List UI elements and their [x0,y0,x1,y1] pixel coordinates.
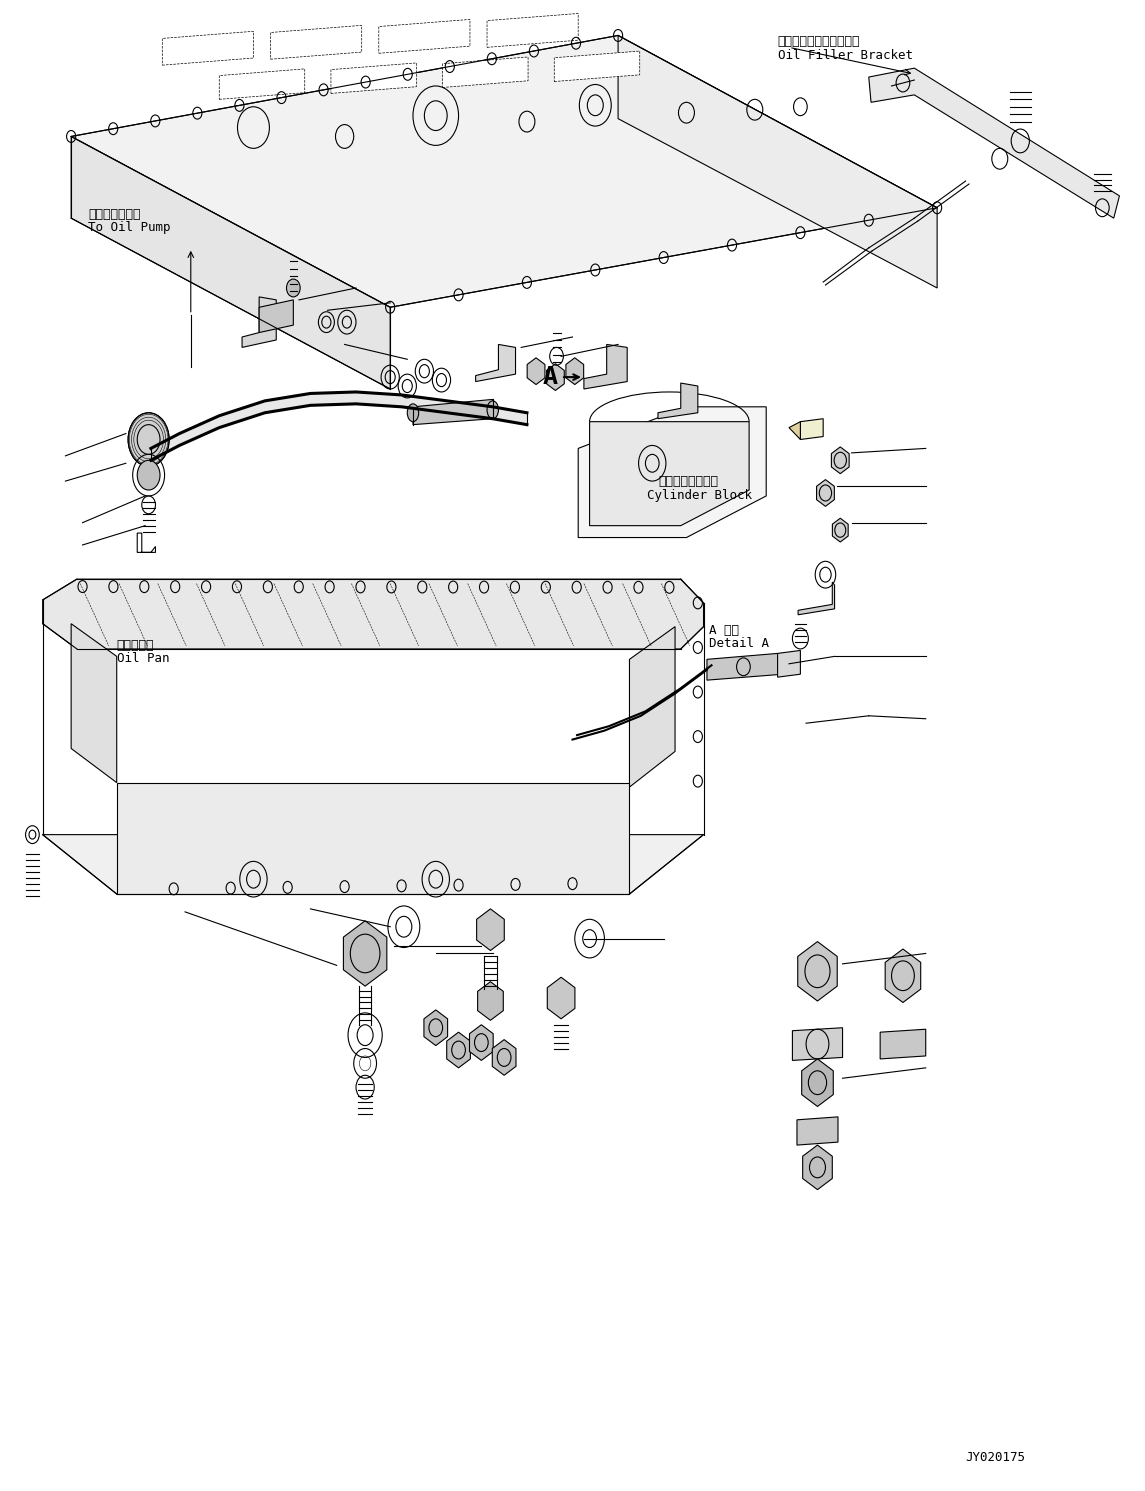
Polygon shape [527,358,545,385]
Polygon shape [885,948,921,1002]
Polygon shape [71,36,937,307]
Polygon shape [220,69,305,100]
Text: To Oil Pump: To Oil Pump [88,221,171,234]
Polygon shape [476,910,504,950]
Circle shape [286,279,300,297]
Text: Oil Filler Bracket: Oil Filler Bracket [777,49,913,61]
Polygon shape [798,942,837,1000]
Polygon shape [137,534,156,552]
Polygon shape [797,1117,838,1145]
Polygon shape [803,1145,832,1190]
Text: オイルパン: オイルパン [117,638,155,652]
Polygon shape [379,19,469,54]
Text: オイルフィラブラケット: オイルフィラブラケット [777,36,860,49]
Polygon shape [792,1027,843,1060]
Polygon shape [881,1029,925,1059]
Text: Detail A: Detail A [709,637,769,650]
Polygon shape [413,400,492,425]
Polygon shape [270,25,362,60]
Polygon shape [447,1032,471,1068]
Polygon shape [477,981,504,1020]
Polygon shape [554,51,640,82]
Polygon shape [618,36,937,288]
Polygon shape [798,581,835,614]
Polygon shape [259,300,293,332]
Text: JY020175: JY020175 [965,1451,1026,1464]
Polygon shape [42,835,703,895]
Polygon shape [475,344,515,382]
Polygon shape [151,392,527,461]
Polygon shape [71,623,117,783]
Polygon shape [443,57,528,88]
Ellipse shape [408,404,419,422]
Polygon shape [800,419,823,440]
Text: Cylinder Block: Cylinder Block [647,489,751,501]
Polygon shape [566,358,584,385]
Text: A: A [543,365,558,389]
Polygon shape [777,650,800,677]
Circle shape [128,413,169,467]
Polygon shape [117,783,630,895]
Polygon shape [584,344,627,389]
Ellipse shape [487,401,498,419]
Text: シリンダブロック: シリンダブロック [658,476,718,488]
Polygon shape [547,977,575,1018]
Polygon shape [242,297,276,347]
Polygon shape [706,653,783,680]
Circle shape [137,461,160,491]
Polygon shape [816,480,835,507]
Polygon shape [630,626,676,787]
Polygon shape [71,137,390,389]
Polygon shape [590,422,749,526]
Polygon shape [789,422,800,440]
Polygon shape [344,921,387,986]
Polygon shape [42,579,703,649]
Text: Oil Pan: Oil Pan [117,652,169,665]
Text: A 詳細: A 詳細 [709,623,740,637]
Polygon shape [546,364,564,391]
Polygon shape [831,447,850,474]
Polygon shape [331,63,417,94]
Polygon shape [424,1009,448,1045]
Polygon shape [469,1024,493,1060]
Polygon shape [492,1039,516,1075]
Polygon shape [658,383,697,419]
Polygon shape [869,69,1120,218]
Polygon shape [832,519,848,543]
Text: オイルポンプへ: オイルポンプへ [88,207,141,221]
Polygon shape [578,407,766,538]
Polygon shape [163,31,253,66]
Polygon shape [802,1059,834,1106]
Polygon shape [487,13,578,48]
